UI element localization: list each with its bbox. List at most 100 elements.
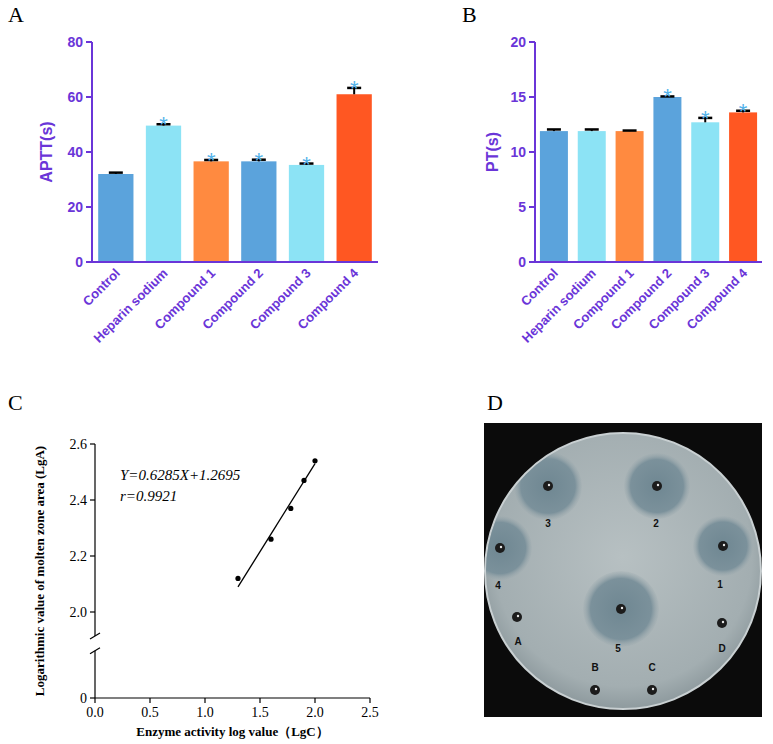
well-label: 4: [495, 580, 501, 591]
y-tick-label: 10: [510, 144, 526, 160]
plot-marks: [235, 458, 317, 587]
well-highlight: [621, 607, 623, 609]
well: [647, 685, 657, 695]
halos: [468, 452, 753, 647]
bars: [540, 96, 757, 262]
bar: [691, 122, 719, 262]
bar: [616, 131, 644, 262]
y-tick: [90, 443, 95, 444]
axis-break: [90, 633, 100, 639]
bar: [194, 161, 229, 262]
well-highlight: [500, 546, 502, 548]
y-tick-label: 2.2: [70, 549, 88, 564]
error-bar: [109, 173, 123, 174]
significance-mark: *: [739, 99, 748, 124]
y-tick-label: 2.6: [70, 437, 88, 452]
point: [312, 458, 317, 463]
well-highlight: [723, 544, 725, 546]
y-tick-label: 20: [67, 199, 83, 215]
significance-mark: *: [302, 152, 311, 177]
well-highlight: [595, 688, 597, 690]
y-tick-label: 2.4: [70, 493, 88, 508]
y-axis-title: APTT(s): [38, 121, 55, 182]
y-axis-title: PT(s): [484, 132, 501, 172]
well-label: B: [591, 662, 598, 673]
well: [590, 685, 600, 695]
bar: [540, 131, 568, 262]
well: [495, 543, 505, 553]
error-bar: [623, 130, 637, 132]
y-tick: [90, 697, 95, 698]
well: [543, 481, 553, 491]
petri-dish: [485, 433, 761, 709]
well: [718, 541, 728, 551]
annotation: r=0.9921: [120, 488, 177, 504]
y-axis: [91, 42, 93, 263]
bar: [337, 94, 372, 262]
figure: AAPTT(s)020406080Control*Heparin sodium*…: [0, 0, 773, 744]
error-cap: [109, 171, 123, 174]
error-cap: [547, 128, 561, 131]
inhibition-zone: [624, 453, 690, 519]
error-bar: [585, 129, 599, 131]
x-tick: [259, 698, 260, 703]
well-highlight: [657, 484, 659, 486]
y-axis: [94, 444, 95, 636]
well-highlight: [652, 688, 654, 690]
significance-mark: *: [159, 112, 168, 137]
y-axis: [534, 42, 536, 263]
x-tick: [149, 698, 150, 703]
error-cap: [585, 128, 599, 131]
y-tick-label: 0: [518, 254, 526, 270]
x-tick-label: 2.0: [306, 705, 324, 720]
x-axis-title: Enzyme activity log value（LgC）: [136, 724, 328, 739]
well-label: 3: [545, 518, 551, 529]
x-tick-label: Heparin sodium: [91, 266, 171, 346]
significance-mark: *: [350, 76, 359, 101]
panel-letter: C: [8, 390, 23, 415]
y-tick-label: 0: [80, 691, 87, 706]
x-tick: [314, 698, 315, 703]
well-highlight: [517, 615, 519, 617]
x-tick-label: Compound 4: [295, 265, 362, 332]
y-axis-title: Logarithmic value of molten zone area (L…: [32, 446, 47, 696]
annotation: Y=0.6285X+1.2695: [120, 467, 241, 483]
well-label: 2: [653, 518, 659, 529]
well-label: 1: [717, 579, 723, 590]
well-highlight: [548, 484, 550, 486]
x-tick: [369, 698, 370, 703]
x-axis: [91, 261, 378, 263]
x-tick-label: Control: [80, 266, 123, 309]
inhibition-zone: [468, 516, 532, 580]
y-tick-label: 20: [510, 34, 526, 50]
y-tick-label: 80: [67, 34, 83, 50]
error-bar: [547, 129, 561, 131]
bar: [578, 131, 606, 262]
well: [512, 612, 522, 622]
x-tick-label: 1.5: [251, 705, 269, 720]
bar: [653, 97, 681, 262]
y-tick: [90, 555, 95, 556]
photo-background: [484, 423, 762, 717]
y-tick-label: 40: [67, 144, 83, 160]
panel-letter: B: [462, 2, 477, 27]
point: [288, 506, 293, 511]
x-tick-label: 2.5: [361, 705, 379, 720]
well: [616, 604, 626, 614]
well: [717, 618, 727, 628]
bar: [241, 161, 276, 262]
bar: [98, 174, 133, 262]
bar: [729, 112, 757, 262]
significance-mark: *: [701, 106, 710, 131]
bars: [98, 88, 372, 262]
x-axis: [95, 697, 370, 698]
y-axis: [94, 651, 95, 698]
error-cap: [623, 129, 637, 132]
x-tick-label: 0.0: [86, 705, 104, 720]
x-tick-label: 0.5: [141, 705, 159, 720]
panel-letter: D: [487, 390, 503, 415]
inhibition-zone: [583, 571, 659, 647]
x-axis: [534, 261, 762, 263]
point: [235, 576, 240, 581]
x-tick: [204, 698, 205, 703]
